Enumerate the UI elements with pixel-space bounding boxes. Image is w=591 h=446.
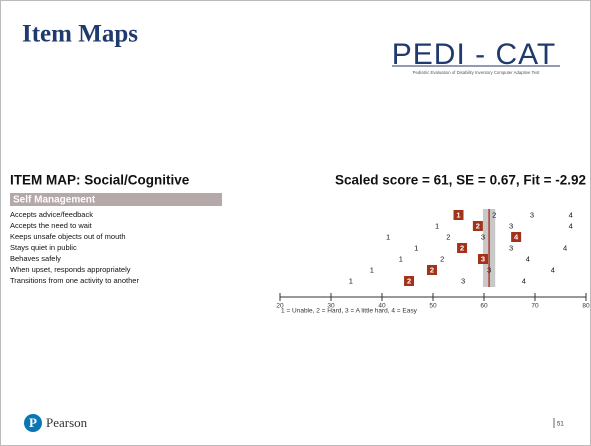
response-label: 1 — [399, 254, 403, 263]
selected-box — [472, 221, 483, 231]
map-title: ITEM MAP: Social/Cognitive — [10, 173, 190, 188]
response-label: 1 — [349, 276, 353, 285]
x-tick-label: 40 — [378, 303, 386, 310]
item-label: Stays quiet in public — [10, 243, 77, 252]
response-label: 2 — [460, 243, 464, 252]
item-map: 20 30 40 50 60 70 80 1 = Unable, 2 = Hard, 3 = … — [10, 209, 590, 315]
section-bar — [10, 193, 222, 206]
item-label: When upset, responds appropriately — [10, 265, 131, 274]
score-text: Scaled score = 61, SE = 0.67, Fit = -2.9… — [335, 173, 586, 188]
x-tick-label: 60 — [480, 303, 488, 310]
footer-brand: Pearson — [46, 415, 88, 430]
response-label: 1 — [456, 210, 460, 219]
page-number: 51 — [557, 422, 564, 428]
scale-legend: 1 = Unable, 2 = Hard, 3 = A little hard,… — [281, 308, 418, 315]
selected-box — [404, 276, 415, 286]
pearson-icon-letter: P — [29, 415, 37, 430]
response-label: 4 — [526, 254, 530, 263]
response-label: 4 — [522, 276, 526, 285]
response-label: 3 — [509, 243, 513, 252]
selected-box — [511, 232, 522, 242]
logo-subtitle: Pediatric Evaluation of Disability Inven… — [413, 70, 541, 75]
slide-title: Item Maps — [22, 21, 138, 48]
response-label: 4 — [551, 265, 555, 274]
response-label: 3 — [509, 221, 513, 230]
response-label: 2 — [407, 276, 411, 285]
item-label: Transitions from one activity to another — [10, 276, 139, 285]
selected-box — [426, 265, 437, 275]
response-label: 3 — [461, 276, 465, 285]
x-tick-label: 70 — [531, 303, 539, 310]
response-label: 4 — [514, 232, 519, 241]
item-label: Behaves safely — [10, 254, 61, 263]
response-label: 4 — [569, 221, 573, 230]
selected-box — [477, 254, 488, 264]
x-tick-label: 50 — [429, 303, 437, 310]
response-label: 3 — [481, 254, 485, 263]
response-label: 1 — [435, 221, 439, 230]
logo-name: PEDI - CAT — [392, 38, 556, 71]
response-label: 1 — [370, 265, 374, 274]
response-label: 4 — [563, 243, 567, 252]
response-label: 2 — [446, 232, 450, 241]
selected-box — [453, 210, 464, 220]
x-tick-label: 20 — [276, 303, 284, 310]
item-label: Keeps unsafe objects out of mouth — [10, 232, 126, 241]
response-label: 3 — [530, 210, 534, 219]
item-label: Accepts advice/feedback — [10, 210, 93, 219]
response-label: 1 — [414, 243, 418, 252]
response-label: 3 — [481, 232, 485, 241]
item-label: Accepts the need to wait — [10, 221, 93, 230]
pearson-icon — [24, 414, 42, 432]
response-label: 2 — [440, 254, 444, 263]
response-label: 4 — [569, 210, 573, 219]
x-tick-label: 30 — [327, 303, 335, 310]
response-label: 1 — [386, 232, 390, 241]
response-label: 2 — [476, 221, 480, 230]
x-tick-label: 80 — [582, 303, 590, 310]
response-label: 3 — [487, 265, 491, 274]
selected-box — [457, 243, 468, 253]
section-title: Self Management — [13, 195, 96, 206]
response-label: 2 — [492, 210, 496, 219]
response-label: 2 — [430, 265, 434, 274]
